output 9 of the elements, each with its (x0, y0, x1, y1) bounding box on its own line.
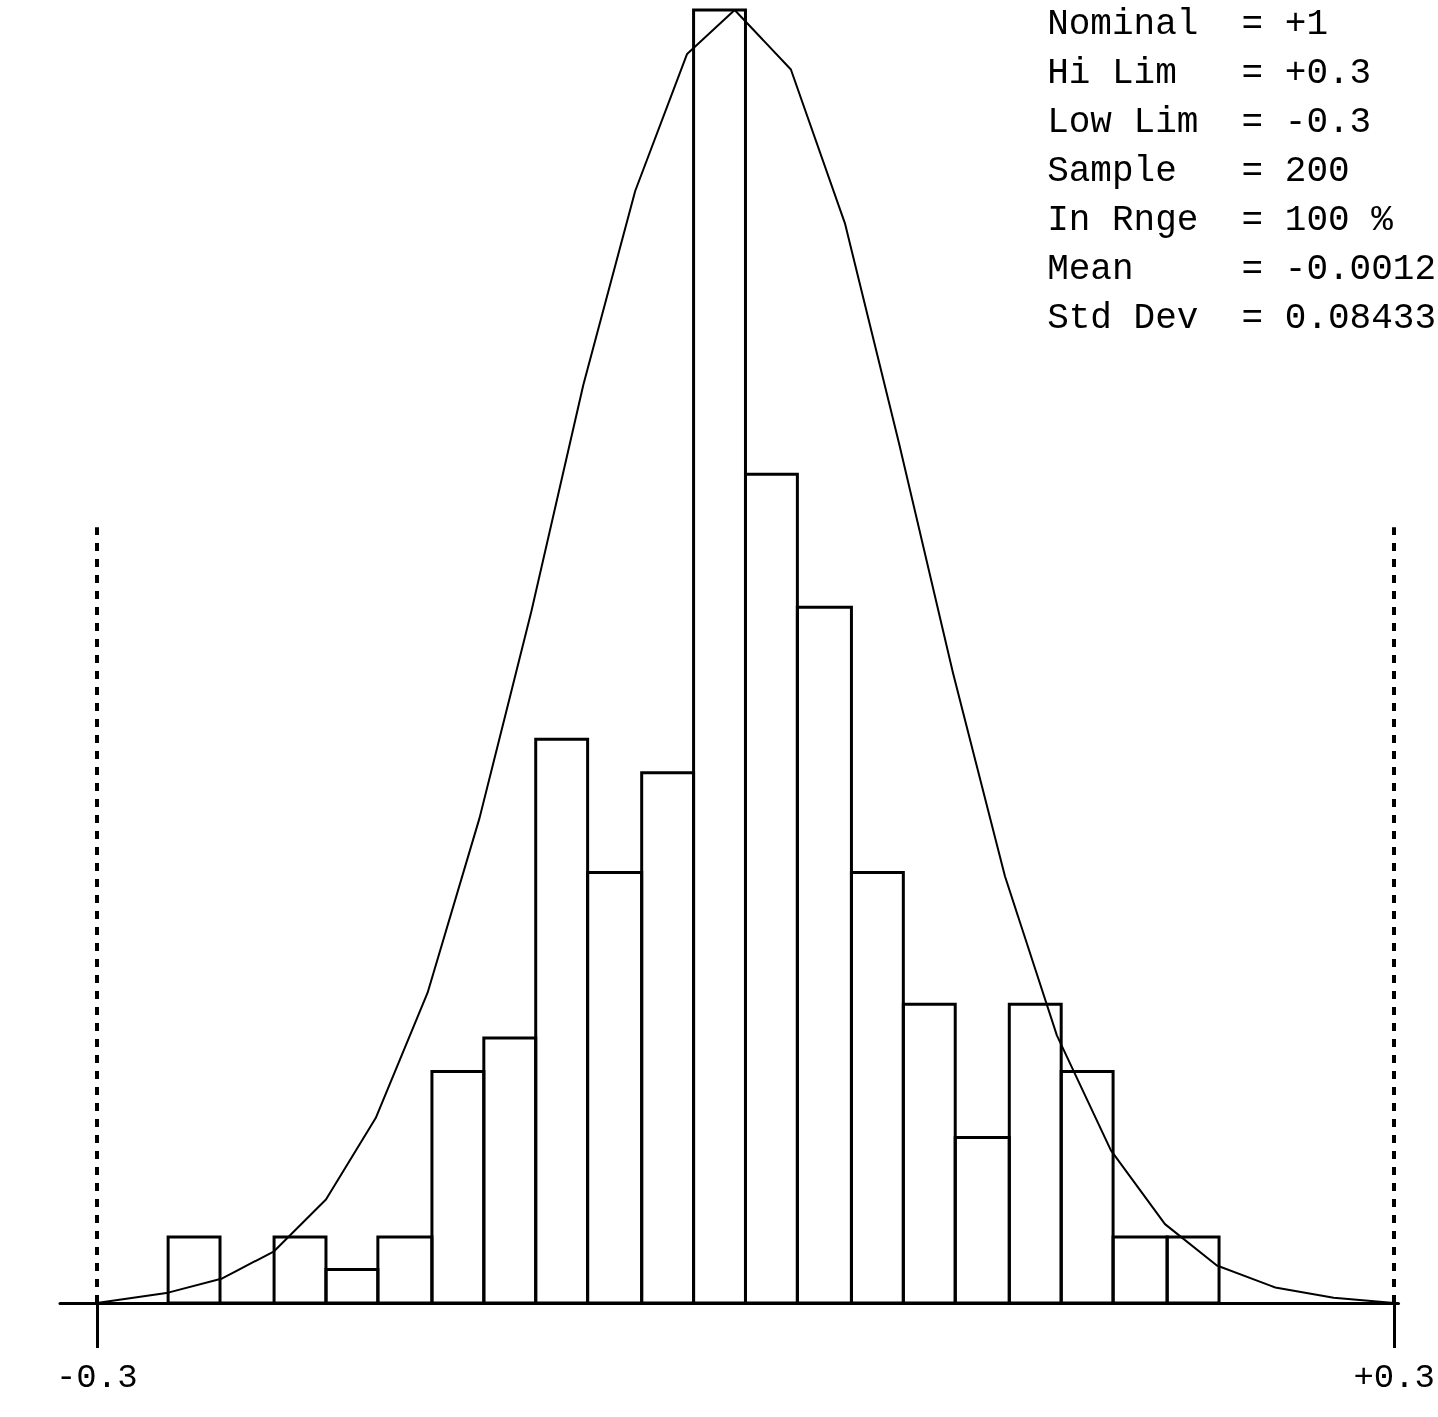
annotation: Hi Lim = +0.3 (1047, 52, 1372, 94)
annotation: In Rnge = 100 % (1047, 199, 1394, 241)
annotation: Std Dev = 0.08433 (1047, 297, 1437, 339)
annotation: Low Lim = -0.3 (1047, 101, 1372, 143)
x-tick-label: -0.3 (55, 1359, 138, 1397)
annotation: Mean = -0.0012 (1047, 248, 1437, 290)
annotation: Nominal = +1 (1047, 3, 1328, 45)
x-tick-label: +0.3 (1353, 1359, 1436, 1397)
annotation: Sample = 200 (1047, 150, 1350, 192)
